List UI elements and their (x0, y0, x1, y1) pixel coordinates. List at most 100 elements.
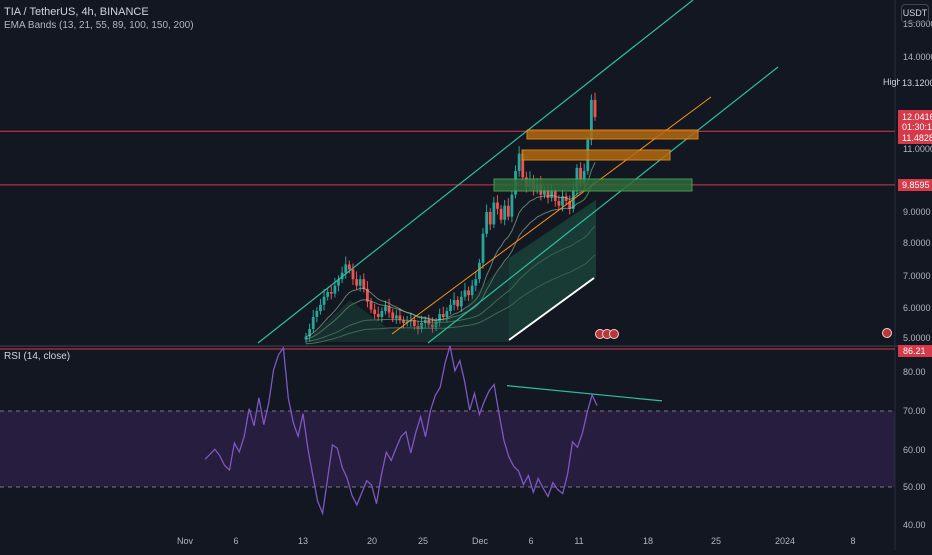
candle-body (369, 301, 373, 310)
candle-body (561, 196, 564, 206)
event-icon (882, 328, 892, 338)
candle-body (376, 314, 380, 317)
channel-upper (257, 0, 694, 344)
candle-body (543, 189, 546, 195)
candle-body (449, 304, 452, 311)
shaded-area-left (305, 258, 509, 342)
level-1-label: 11.4828 (902, 133, 932, 143)
shaded-area (509, 200, 596, 340)
symbol-legend: TIA / TetherUS, 4h, BINANCE EMA Bands (1… (4, 6, 194, 32)
candle-body (322, 296, 326, 305)
price-tick-label: 6.0000 (903, 303, 931, 313)
candle-body (488, 212, 492, 225)
candle-body (517, 153, 521, 172)
rsi-band (0, 411, 895, 487)
time-tick-label: 2024 (775, 536, 795, 546)
candle-body (333, 285, 337, 294)
time-tick-label: Nov (177, 536, 194, 546)
level-2-label: 9.8595 (902, 180, 930, 190)
time-tick-label: 20 (367, 536, 377, 546)
price-tick-label: 15.0000 (903, 19, 932, 29)
candle-body (347, 264, 351, 270)
candle-body (589, 99, 593, 140)
candle-body (579, 167, 582, 184)
candle-body (481, 233, 485, 263)
candle-body (474, 279, 478, 286)
candle-body (380, 311, 384, 317)
indicator-line: EMA Bands (13, 21, 55, 89, 100, 150, 200… (4, 20, 194, 31)
countdown: 01:30:16 (902, 122, 932, 132)
candle-body (550, 191, 554, 198)
candle-body (362, 279, 366, 289)
candle-body (337, 279, 340, 286)
high-label: High (883, 77, 902, 87)
candle-body (506, 205, 510, 217)
candle-body (463, 290, 467, 297)
rsi-tick-label: 60.00 (903, 445, 926, 455)
candle-body (438, 314, 442, 322)
candle-body (311, 317, 315, 329)
candle-body (557, 200, 561, 206)
rsi-highlight-box (898, 345, 932, 357)
time-tick-label: 6 (233, 536, 238, 546)
candle-body (387, 306, 391, 313)
price-tick-label: 7.0000 (903, 271, 931, 281)
time-tick-label: 18 (643, 536, 653, 546)
candle-body (329, 292, 333, 294)
price-tick-label: 9.0000 (903, 207, 931, 217)
event-icon (609, 329, 619, 339)
time-tick-label: 8 (850, 536, 855, 546)
candle-body (470, 285, 474, 296)
candle-body (431, 324, 434, 328)
candle-body (373, 309, 377, 314)
time-tick-label: 6 (528, 536, 533, 546)
candle-body (441, 314, 445, 317)
symbol-line: TIA / TetherUS, 4h, BINANCE (4, 6, 149, 18)
candle-body (420, 323, 423, 329)
time-tick-label: 13 (298, 536, 308, 546)
time-tick-label: 11 (574, 536, 583, 546)
candle-body (434, 321, 438, 328)
candle-body (398, 315, 402, 320)
candle-body (402, 320, 405, 323)
candle-body (344, 264, 348, 273)
high-value: 13.1200 (902, 78, 932, 88)
candle-body (366, 288, 369, 302)
rsi-tick-label: 70.00 (903, 406, 926, 416)
rsi-highlight-label: 86.21 (903, 346, 926, 356)
candle-body (445, 311, 449, 317)
price-tick-label: 8.0000 (903, 238, 931, 248)
level-1-box (898, 132, 932, 144)
price-tick-label: 11.0000 (903, 144, 932, 154)
candle-body (499, 208, 503, 220)
candle-body (496, 202, 499, 209)
price-tick-label: 5.0000 (903, 333, 931, 343)
rsi-line (204, 345, 598, 516)
candle-body (304, 336, 308, 340)
candle-body (478, 262, 481, 280)
candle-body (394, 315, 398, 319)
candle-body (503, 205, 507, 220)
candle-body (510, 194, 514, 217)
level-2-box (898, 179, 932, 191)
candle-body (521, 153, 525, 178)
candle-body (384, 306, 387, 311)
green-zone (493, 178, 693, 192)
candle-body (351, 269, 355, 280)
candle-body (452, 300, 456, 305)
time-tick-label: 25 (711, 536, 721, 546)
candle-body (358, 279, 362, 286)
ema-band-line (305, 179, 596, 340)
candle-body (456, 300, 460, 307)
time-tick-label: 25 (418, 536, 428, 546)
candle-body (546, 189, 550, 198)
orange-zone-lower (521, 149, 671, 161)
rsi-legend: RSI (14, close) (4, 351, 71, 362)
currency-button[interactable]: USDT (901, 4, 929, 23)
candle-body (593, 99, 597, 118)
candle-body (308, 329, 312, 337)
white-trendline (508, 277, 595, 341)
candle-body (416, 326, 420, 329)
